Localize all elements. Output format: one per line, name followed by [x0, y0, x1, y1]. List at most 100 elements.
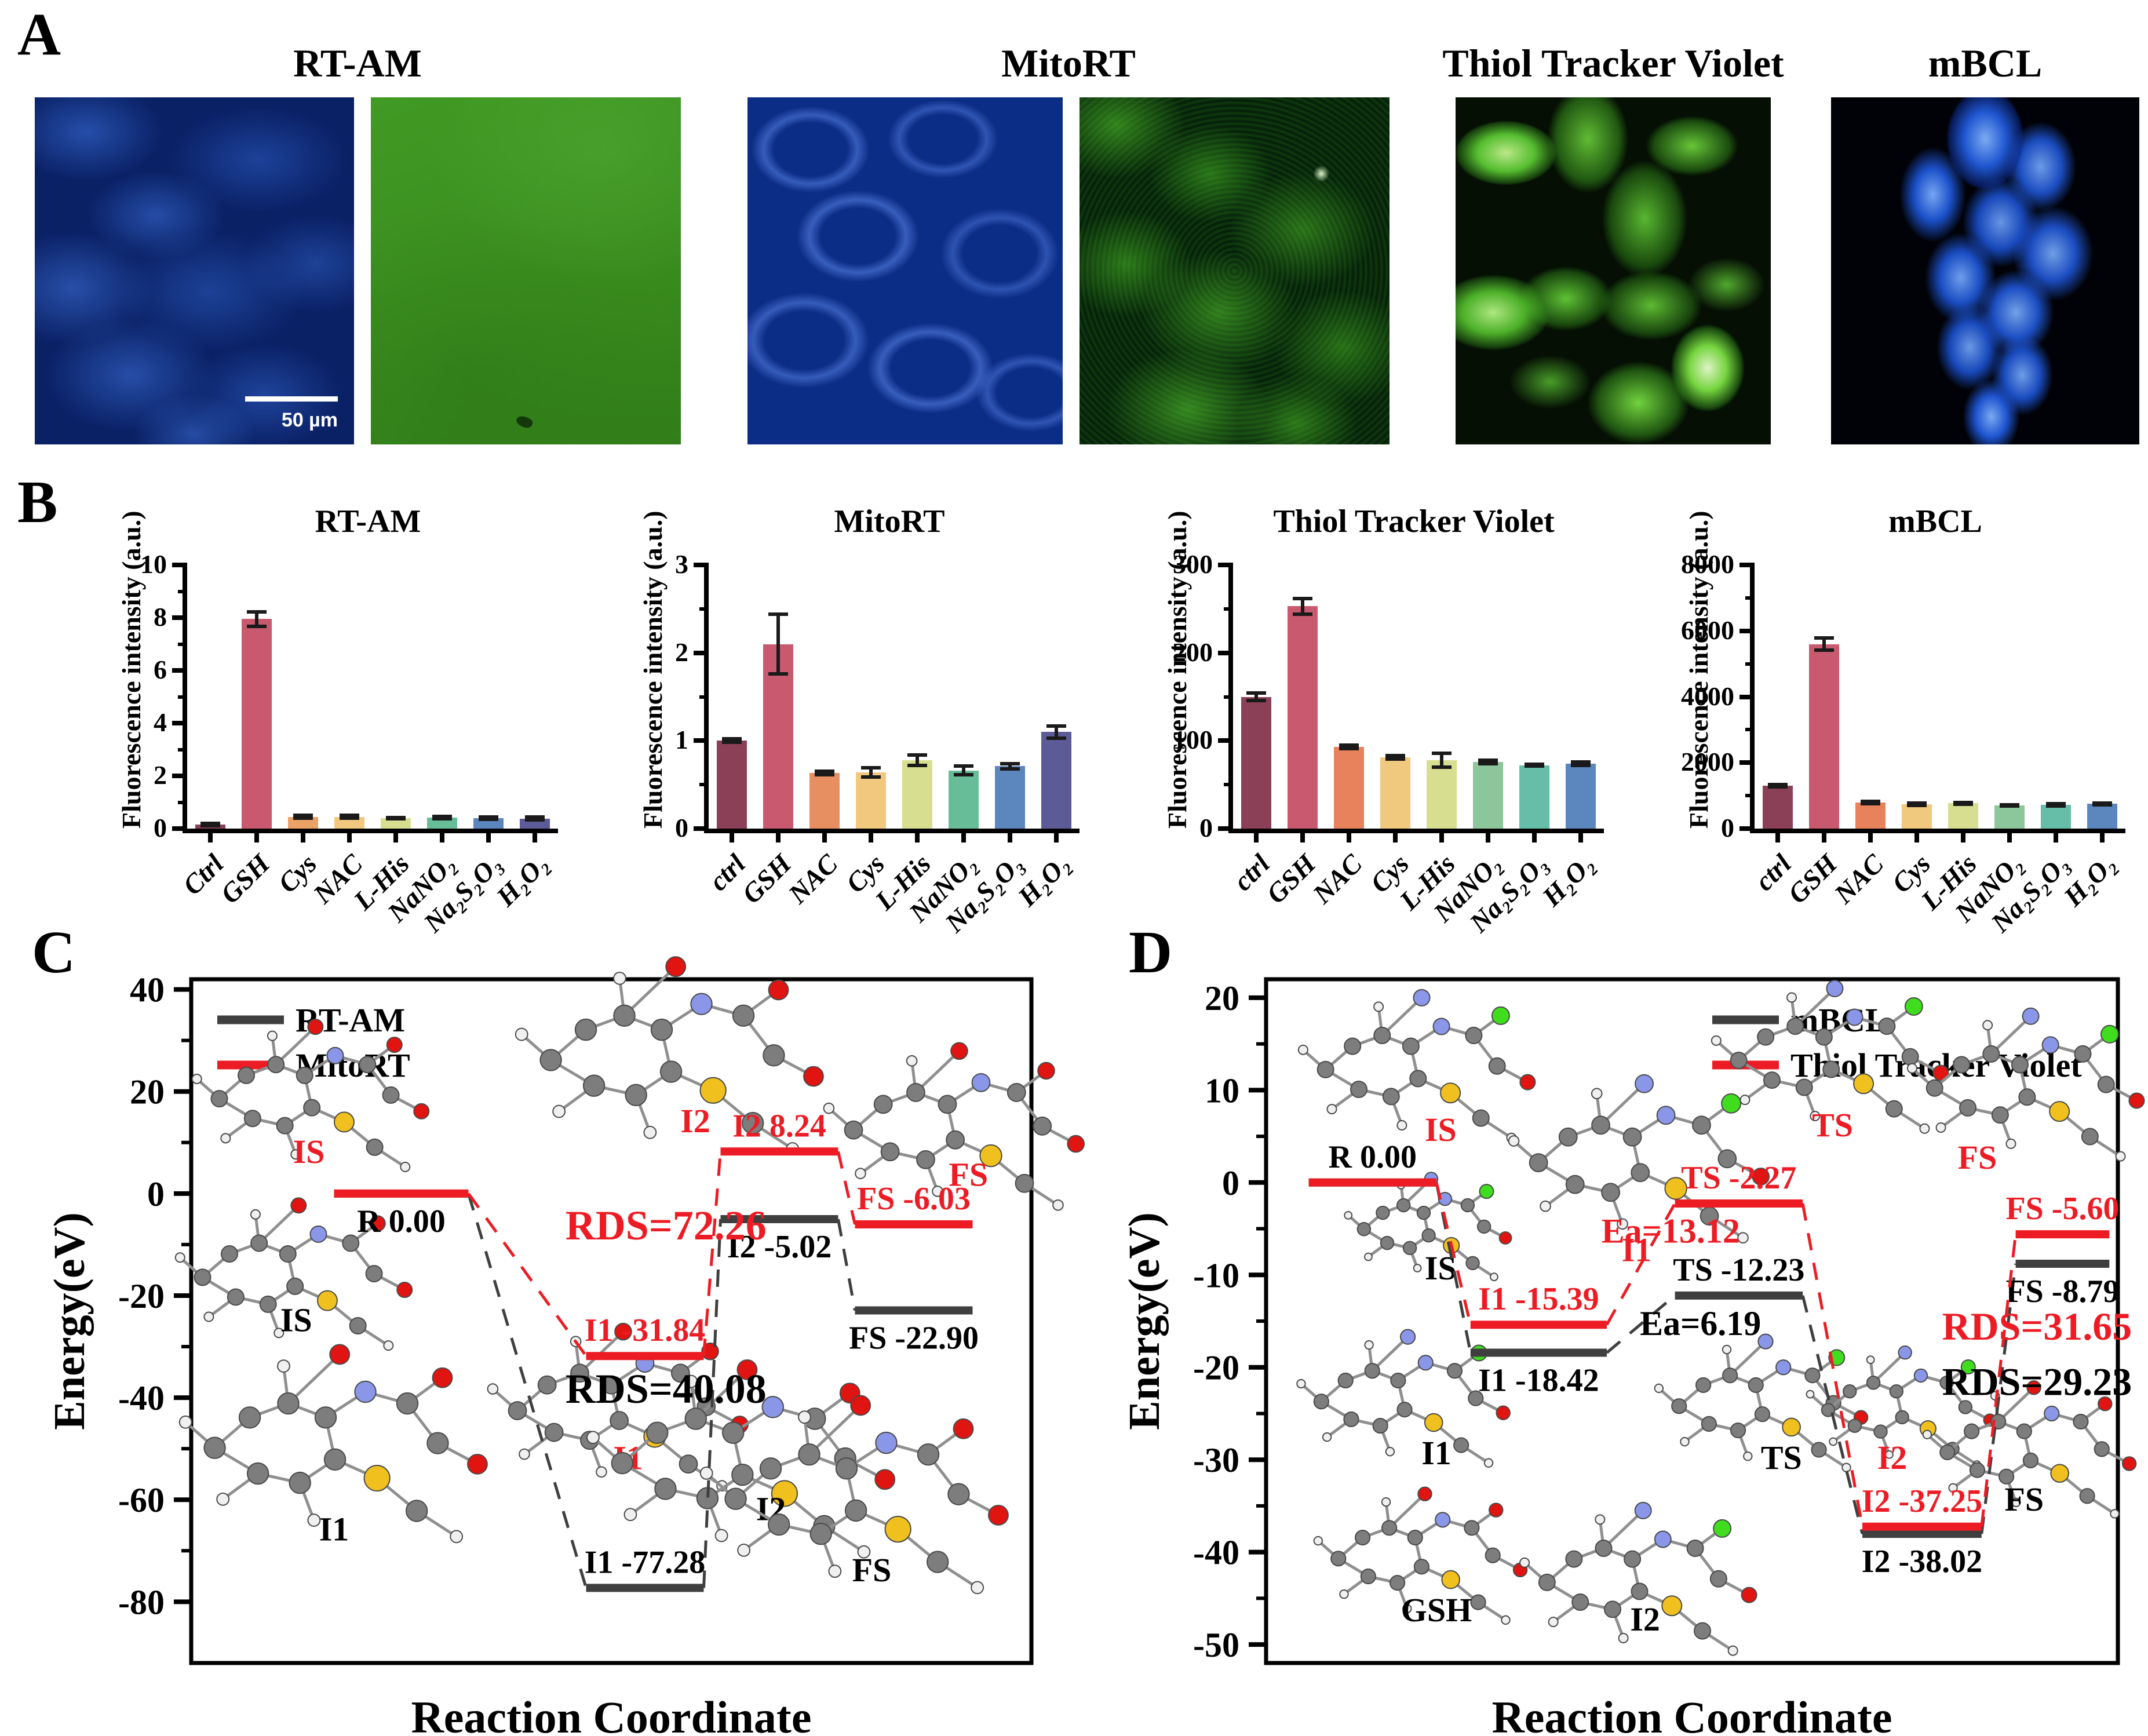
plot-area: ctrl GSH NAC Cys L-His NaNO₂ Na₂S₂O₃ H₂O₂ — [1218, 563, 1604, 938]
y-tick-label: 4 — [154, 707, 167, 737]
rt-am-blue-channel-image: 50 µm — [35, 97, 354, 444]
error-cap — [525, 818, 545, 822]
y-tick-label: 0 — [147, 1175, 165, 1213]
connector-Thiol Tracker Violet — [1435, 1182, 1472, 1325]
molecule-label-I2: I2 — [1630, 1600, 1660, 1638]
x-axis-label: Reaction Coordinate — [411, 1692, 811, 1736]
error-cap — [247, 610, 267, 614]
bar-Na₂S₂O₃ — [995, 766, 1025, 829]
annotation: RDS=40.08 — [566, 1366, 767, 1412]
x-tick — [393, 829, 398, 843]
y-minor-tick — [699, 783, 709, 787]
connector-RT-AM — [702, 1219, 722, 1588]
y-tick-label: -80 — [118, 1583, 165, 1621]
level-label-mBCL-I1: I1 -18.42 — [1478, 1363, 1599, 1399]
y-tick-label: -40 — [1193, 1534, 1239, 1572]
y-tick-label: -50 — [1193, 1626, 1239, 1664]
x-tick — [1008, 829, 1012, 843]
x-tick — [440, 829, 444, 843]
plot-area: ctrl GSH NAC Cys L-His NaNO₂ Na₂S₂O₃ H₂O₂ — [1739, 563, 2125, 938]
molecule-label-FS: FS — [852, 1551, 892, 1589]
connector-MitoRT — [837, 1151, 856, 1225]
x-tick — [1486, 829, 1490, 843]
error-cap — [1246, 691, 1266, 695]
error-cap — [525, 815, 545, 819]
x-tick — [1300, 829, 1305, 843]
panel-d-label: D — [1129, 919, 1173, 986]
molecule-label-I1: I1 — [1421, 1434, 1452, 1472]
y-tick — [694, 738, 709, 743]
y-minor-tick — [1745, 794, 1755, 798]
x-tick — [1393, 829, 1398, 843]
error-cap — [1571, 763, 1591, 767]
x-tick — [869, 829, 873, 843]
y-tick-label: 6000 — [1681, 615, 1734, 645]
y-tick-label: 10 — [140, 549, 167, 579]
molecule-label-I1: I1 — [319, 1511, 349, 1548]
x-category-label: NAC — [783, 848, 844, 910]
y-minor-tick — [178, 695, 187, 699]
error-cap — [432, 816, 452, 820]
y-tick-label: -40 — [118, 1379, 165, 1417]
error-cap — [768, 672, 788, 676]
x-tick — [1054, 829, 1059, 843]
molecule-I2 — [1519, 1501, 1757, 1656]
bar-chart-mbcl: mBCL Fluorescence intensity (a.u.) ctrl GSH… — [1625, 503, 2148, 978]
bar-chart-mitort: MitoRT Fluorescence intensity (a.u.) ctrl G… — [579, 503, 1113, 978]
bar-chart-thiol-tracker-violet: Thiol Tracker Violet Fluorescence intensi… — [1104, 503, 1637, 978]
error-bar — [1440, 753, 1443, 767]
annotation: Ea=13.12 — [1602, 1212, 1740, 1250]
y-tick-label: 0 — [675, 813, 688, 843]
molecule-label-FS: FS — [2004, 1480, 2044, 1518]
error-cap — [1432, 751, 1452, 755]
bar-Cys — [1902, 804, 1932, 829]
error-cap — [1293, 612, 1312, 616]
error-bar — [1008, 763, 1012, 769]
y-tick-label: 4000 — [1681, 681, 1734, 711]
panel-a-title-2: MitoRT — [1001, 41, 1136, 85]
error-cap — [1478, 761, 1498, 765]
error-bar — [1347, 745, 1351, 749]
y-tick-label: 2 — [154, 760, 167, 790]
error-cap — [1046, 724, 1066, 728]
error-bar — [962, 766, 965, 775]
bar-ctrl — [1763, 786, 1793, 829]
error-cap — [2092, 801, 2112, 805]
level-label-mBCL-FS: FS -8.79 — [2005, 1274, 2119, 1310]
error-bar — [1055, 725, 1058, 738]
connector-MitoRT — [702, 1151, 722, 1356]
level-label-RT-AM-I2: I2 -5.02 — [727, 1229, 832, 1265]
error-cap — [340, 816, 359, 820]
error-cap — [479, 817, 498, 821]
y-axis-label: Energy(eV) — [1120, 1212, 1169, 1430]
annotation: Ea=6.19 — [1640, 1304, 1761, 1343]
panel-c-label: C — [32, 919, 76, 986]
molecule-IS — [1344, 1172, 1512, 1282]
error-bar — [916, 754, 919, 765]
error-cap — [200, 821, 220, 825]
error-cap — [1907, 803, 1927, 807]
thiol-tracker-violet-image — [1456, 97, 1771, 444]
panel-a-title-3: Thiol Tracker Violet — [1442, 41, 1784, 85]
bar-NAC — [1334, 746, 1364, 829]
x-category-label: H₂O₂ — [1012, 848, 1076, 913]
x-category-label: GSH — [215, 848, 276, 910]
chart-title: mBCL — [1888, 504, 1982, 539]
x-tick — [301, 829, 305, 843]
x-tick — [1961, 829, 1965, 843]
error-cap — [1293, 596, 1312, 600]
bar-L-His — [1427, 760, 1457, 829]
y-tick — [172, 668, 187, 673]
y-minor-tick — [1224, 607, 1233, 611]
y-tick-label: 20 — [1205, 979, 1239, 1017]
error-bar — [1486, 760, 1490, 764]
error-cap — [1953, 802, 1973, 806]
y-tick — [694, 650, 709, 655]
bar-L-His — [381, 818, 411, 829]
y-minor-tick — [1224, 695, 1233, 699]
y-tick — [694, 563, 709, 567]
y-tick — [1218, 826, 1233, 831]
error-cap — [722, 741, 742, 745]
error-cap — [1385, 754, 1405, 758]
molecule-I1 — [178, 1344, 488, 1544]
